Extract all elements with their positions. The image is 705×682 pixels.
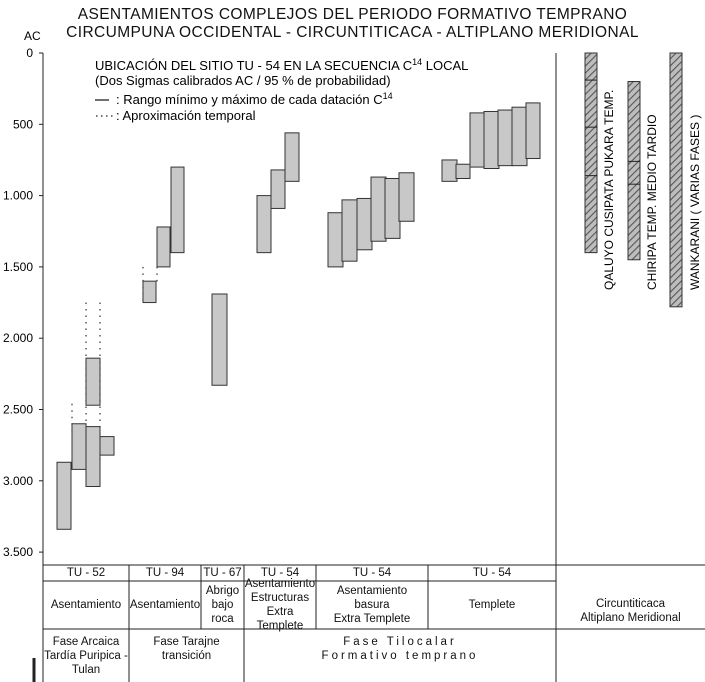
y-tick-label: 0	[26, 46, 33, 60]
range-bar	[99, 436, 115, 456]
sequence-bar	[669, 52, 683, 308]
range-bar	[85, 357, 101, 406]
range-bar	[469, 112, 486, 168]
legend-heading-sup: 14	[412, 57, 422, 67]
y-tick-label: 3.000	[3, 474, 33, 488]
range-bar	[398, 172, 415, 222]
range-bar	[71, 423, 87, 470]
site-cell: TU - 52	[66, 567, 106, 579]
site-type-cell: Templete	[468, 599, 516, 611]
legend-dotted-label: : Aproximación temporal	[116, 108, 256, 123]
legend-solid-sup: 14	[383, 91, 393, 101]
range-bar	[384, 177, 401, 239]
site-type-cell: Asentamiento basura Extra Templete	[333, 585, 411, 625]
range-bar	[170, 166, 185, 254]
range-bar	[455, 163, 471, 179]
y-tick-label: 2.500	[3, 403, 33, 417]
y-axis-label: AC	[24, 29, 41, 43]
range-bar	[356, 197, 373, 251]
y-axis: AC 0 500 1.000 1.500 2.000 2.500 3.000 3.500	[3, 29, 43, 559]
chart-title-line-2: CIRCUMPUNA OCCIDENTAL - CIRCUNTITICACA -…	[66, 24, 639, 41]
range-bar	[341, 199, 358, 262]
range-bar	[284, 132, 300, 182]
y-tick-label: 3.500	[3, 545, 33, 559]
table-grid	[32, 565, 705, 682]
sequence-bar	[584, 52, 598, 254]
legend-solid-label: : Rango mínimo y máximo de cada datación…	[116, 91, 393, 107]
range-bar	[441, 159, 458, 182]
legend-heading: UBICACIÓN DEL SITIO TU - 54 EN LA SECUEN…	[95, 57, 468, 73]
site-cell: TU - 54	[260, 567, 300, 579]
legend-subtitle: (Dos Sigmas calibrados AC / 95 % de prob…	[95, 73, 391, 88]
site-type-cell: Abrigo bajo roca	[205, 585, 240, 625]
site-type-cell: Asentamiento	[129, 599, 201, 611]
dotted-ranges	[71, 266, 158, 464]
phase-cell: Fase Tarajne transición	[153, 636, 220, 662]
range-bar	[256, 195, 272, 254]
range-bar	[370, 176, 387, 242]
phase-cell: Fase Tilocalar Formativo temprano	[321, 636, 479, 662]
range-bar	[156, 226, 171, 268]
y-tick-label: 500	[13, 117, 33, 131]
range-bar	[270, 169, 286, 209]
chart-title-line-1: ASENTAMIENTOS COMPLEJOS DEL PERIODO FORM…	[77, 6, 628, 23]
range-bar	[511, 106, 528, 167]
sequence-label: CHIRIPA TEMP. MEDIO TARDIO	[645, 114, 659, 290]
range-bar	[142, 280, 157, 304]
phase-cell: Fase Arcaica Tardía Puripica - Tulan	[44, 635, 128, 676]
range-bar	[327, 212, 344, 268]
site-cell: TU - 54	[472, 567, 512, 579]
site-type-cell: Asentamiento	[50, 599, 122, 611]
range-bar	[211, 293, 228, 386]
sequence-label: WANKARANI ( VARIAS FASES )	[688, 115, 702, 290]
range-bar	[483, 110, 500, 170]
sequence-bars: QALUYO CUSIPATA PUKARA TEMP. CHIRIPA TEMP…	[584, 52, 702, 308]
y-tick-label: 1.000	[3, 189, 33, 203]
site-cell: TU - 54	[352, 567, 392, 579]
range-bar	[85, 426, 101, 488]
site-cell: TU - 94	[145, 567, 185, 579]
y-tick-label: 2.000	[3, 331, 33, 345]
y-tick-label: 1.500	[3, 260, 33, 274]
sequence-label: QALUYO CUSIPATA PUKARA TEMP.	[602, 90, 616, 290]
range-bar	[56, 461, 72, 530]
range-bar	[525, 102, 541, 160]
legend: UBICACIÓN DEL SITIO TU - 54 EN LA SECUEN…	[95, 57, 468, 123]
range-bars	[56, 102, 541, 530]
legend-heading-tail: LOCAL	[422, 58, 468, 73]
region-cell: Circuntiticaca Altiplano Meridional	[580, 598, 681, 624]
site-type-cell: Asentamiento Estructuras Extra Templete	[244, 578, 316, 632]
site-cell: TU - 67	[203, 567, 242, 579]
sequence-bar	[627, 81, 641, 261]
range-bar	[497, 109, 514, 167]
